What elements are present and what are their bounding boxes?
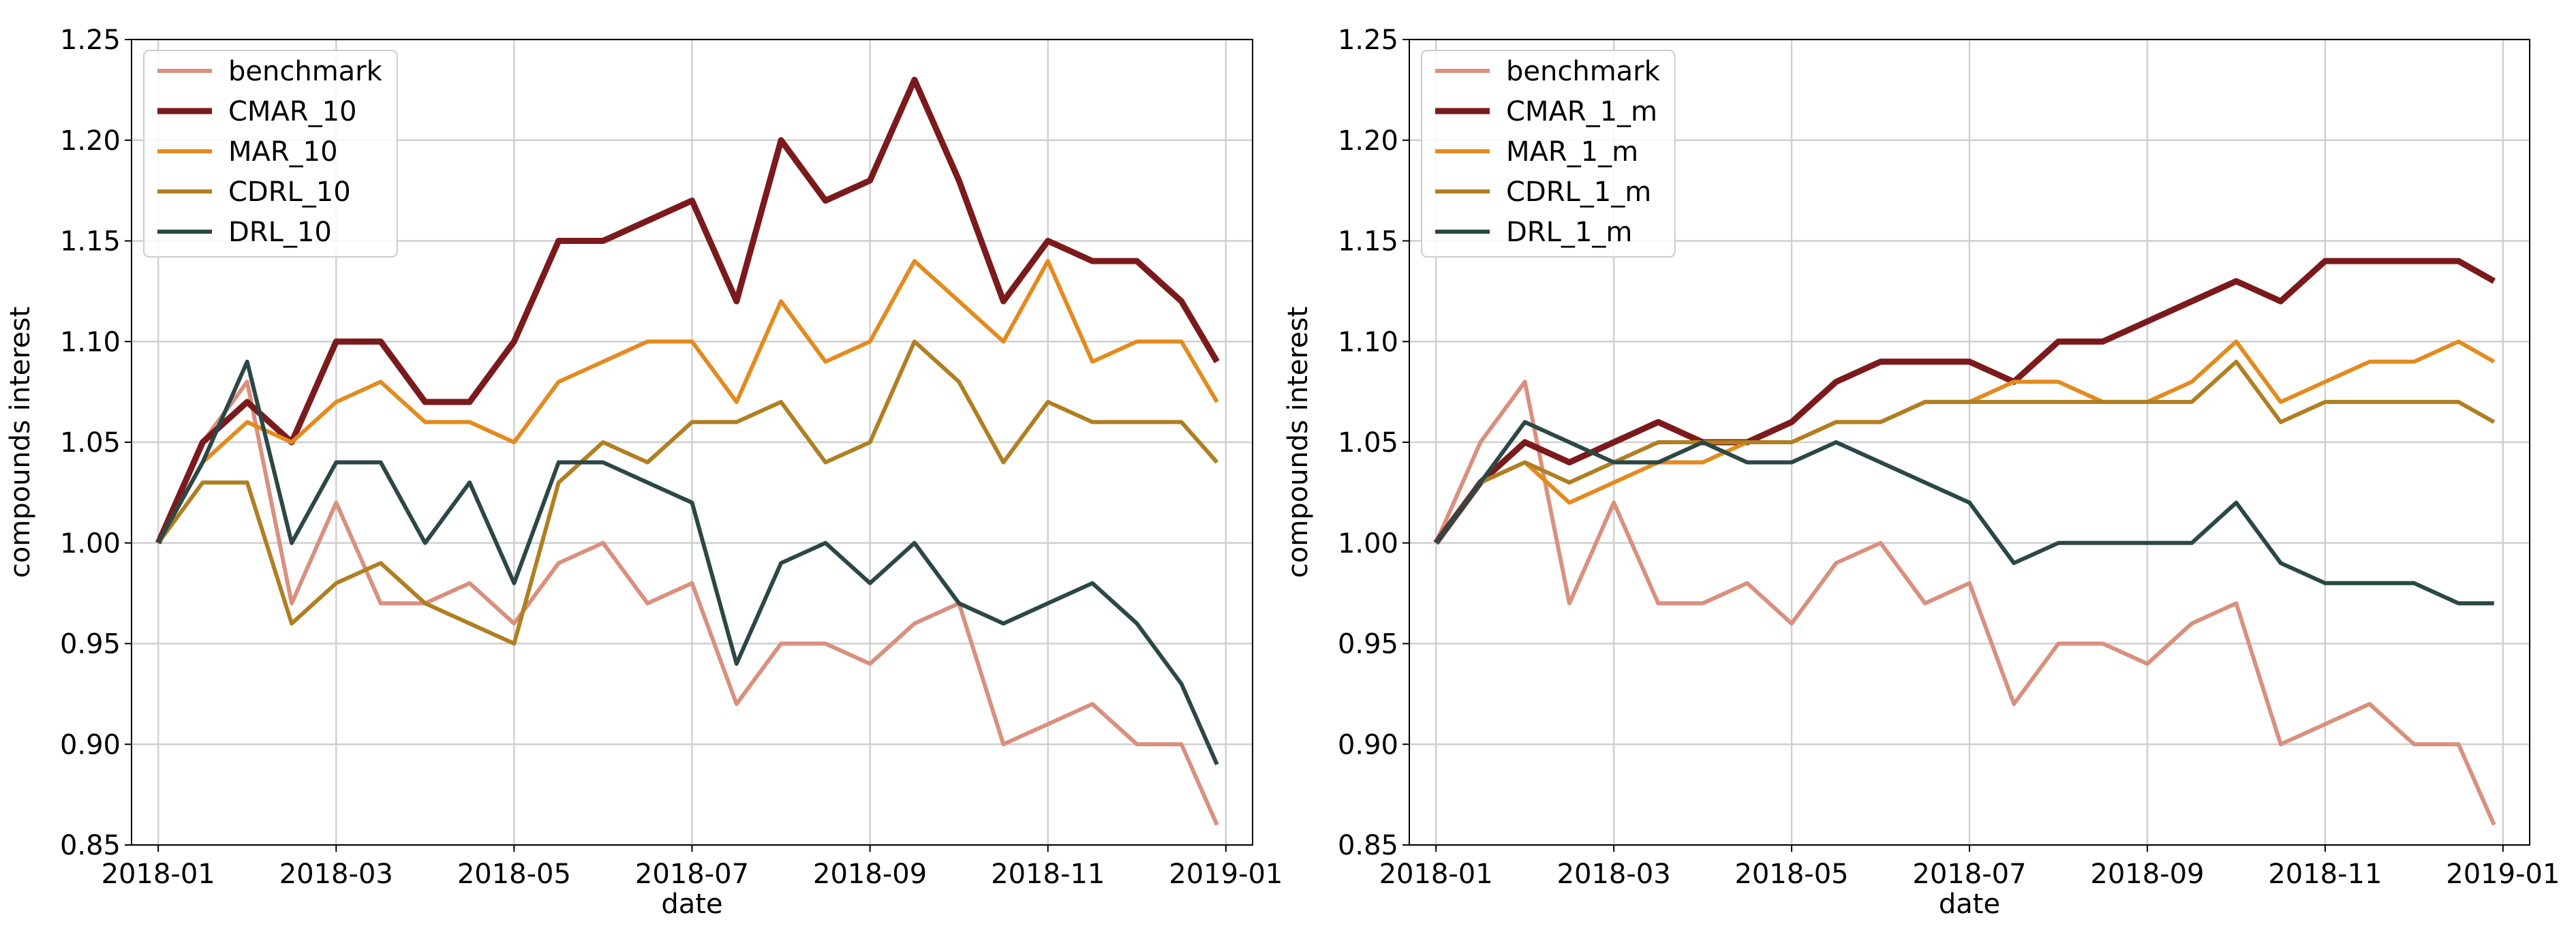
y-tick-label: 1.00 [60, 528, 121, 559]
legend-label: DRL_1_m [1506, 217, 1632, 248]
plot-frame [131, 39, 1253, 846]
legend-label: CDRL_1_m [1506, 176, 1651, 208]
series-line [156, 380, 1219, 826]
legend-label: CDRL_10 [228, 176, 351, 208]
legend-label: MAR_10 [228, 136, 338, 168]
x-tick-label: 2018-11 [2268, 859, 2382, 890]
x-tick-label: 2018-09 [2090, 859, 2204, 890]
y-tick-label: 1.20 [60, 125, 121, 157]
legend: benchmark CMAR_10 MAR_10 CDRL_10 DRL_10 [143, 50, 398, 258]
y-axis-label: compounds interest [1283, 307, 1314, 578]
series-line [156, 359, 1219, 766]
y-tick-label: 0.95 [1338, 629, 1398, 660]
legend-box [1421, 50, 1676, 258]
x-axis-label: date [1939, 889, 2000, 920]
x-tick-label: 2018-05 [1734, 859, 1848, 890]
series-line [156, 339, 1219, 646]
y-tick-label: 1.25 [60, 25, 121, 56]
y-tick-label: 0.85 [60, 830, 121, 861]
y-tick-label: 0.95 [60, 629, 121, 660]
x-tick-label: 2018-03 [1557, 859, 1671, 890]
y-tick-label: 1.25 [1338, 25, 1398, 56]
x-tick-label: 2018-07 [1912, 859, 2026, 890]
y-tick-label: 1.00 [1338, 528, 1398, 559]
legend: benchmark CMAR_1_m MAR_1_m CDRL_1_m DRL_1_m [1421, 50, 1676, 258]
legend-label: DRL_10 [228, 217, 332, 248]
x-tick-label: 2019-01 [1169, 859, 1283, 890]
series-line [1434, 380, 2496, 826]
y-tick-label: 1.20 [1338, 125, 1398, 157]
y-tick-label: 1.05 [1338, 427, 1398, 459]
series-line [1434, 420, 2494, 606]
x-tick-label: 2018-09 [813, 859, 927, 890]
legend-label: benchmark [1506, 56, 1661, 87]
series-line [156, 259, 1219, 544]
y-tick-label: 0.90 [1338, 729, 1398, 760]
legend-label: benchmark [228, 56, 383, 87]
plot-frame [1409, 39, 2530, 846]
y-tick-label: 1.15 [1338, 226, 1398, 258]
legend-box [143, 50, 398, 258]
series-line [1433, 258, 2496, 545]
x-tick-label: 2018-05 [457, 859, 571, 890]
x-tick-label: 2018-01 [102, 859, 215, 890]
y-tick-label: 0.90 [60, 729, 121, 760]
x-tick-label: 2018-03 [279, 859, 393, 890]
legend-label: CMAR_1_m [1506, 96, 1657, 127]
y-axis-label: compounds interest [5, 307, 36, 578]
x-axis-label: date [661, 889, 722, 920]
legend-label: MAR_1_m [1506, 136, 1638, 168]
y-tick-label: 1.15 [60, 226, 121, 258]
x-tick-label: 2019-01 [2446, 859, 2560, 890]
x-tick-label: 2018-11 [991, 859, 1105, 890]
x-tick-label: 2018-07 [635, 859, 749, 890]
y-tick-label: 1.05 [60, 427, 121, 459]
series-line [155, 76, 1220, 544]
y-tick-label: 1.10 [1338, 326, 1398, 358]
y-tick-label: 0.85 [1338, 830, 1398, 861]
legend-label: CMAR_10 [228, 96, 357, 127]
x-tick-label: 2018-01 [1379, 859, 1493, 890]
y-tick-label: 1.10 [60, 326, 121, 358]
